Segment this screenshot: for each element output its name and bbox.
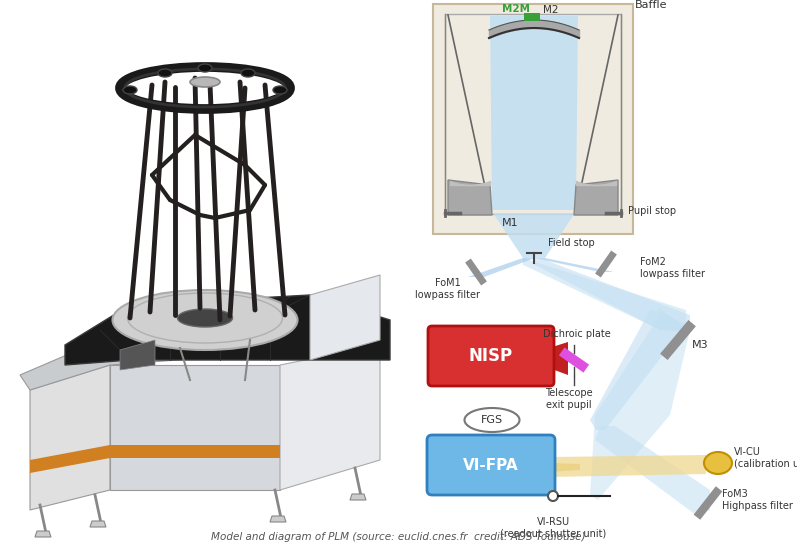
- Text: NISP: NISP: [469, 347, 513, 365]
- Polygon shape: [35, 531, 51, 537]
- Ellipse shape: [241, 69, 255, 77]
- Polygon shape: [120, 340, 155, 370]
- FancyBboxPatch shape: [427, 435, 555, 495]
- Polygon shape: [590, 308, 690, 500]
- Polygon shape: [549, 455, 706, 477]
- Polygon shape: [280, 345, 380, 490]
- Polygon shape: [110, 365, 280, 490]
- Text: VI-FPA: VI-FPA: [463, 457, 519, 473]
- Text: Field stop: Field stop: [548, 238, 595, 248]
- FancyBboxPatch shape: [433, 4, 633, 234]
- Polygon shape: [523, 258, 686, 332]
- Polygon shape: [534, 258, 690, 330]
- Polygon shape: [90, 521, 106, 527]
- Text: FoM1
lowpass filter: FoM1 lowpass filter: [415, 278, 481, 300]
- Polygon shape: [574, 180, 618, 215]
- Polygon shape: [310, 275, 380, 360]
- Ellipse shape: [704, 452, 732, 474]
- Ellipse shape: [112, 290, 297, 350]
- Polygon shape: [590, 310, 686, 430]
- FancyBboxPatch shape: [428, 326, 554, 386]
- Ellipse shape: [198, 64, 212, 72]
- Text: Model and diagram of PLM (source: euclid.cnes.fr  credit: ADS Toulouse): Model and diagram of PLM (source: euclid…: [210, 532, 585, 542]
- Polygon shape: [595, 426, 710, 515]
- Polygon shape: [350, 494, 366, 500]
- Polygon shape: [30, 445, 110, 473]
- Polygon shape: [534, 258, 614, 272]
- Polygon shape: [30, 365, 110, 510]
- Text: M2M: M2M: [502, 4, 530, 14]
- Ellipse shape: [178, 309, 233, 327]
- Text: Pupil stop: Pupil stop: [628, 206, 676, 216]
- Polygon shape: [65, 295, 390, 365]
- Text: Baffle: Baffle: [635, 0, 668, 10]
- Bar: [524, 13, 540, 21]
- Text: M1: M1: [502, 218, 519, 228]
- Text: Dichroic plate: Dichroic plate: [543, 329, 611, 339]
- Polygon shape: [448, 180, 492, 215]
- Polygon shape: [20, 330, 380, 390]
- Text: VI-RSU
(readout shutter unit): VI-RSU (readout shutter unit): [500, 517, 607, 539]
- Text: VI-CU
(calibration unit): VI-CU (calibration unit): [734, 447, 797, 469]
- Circle shape: [548, 491, 558, 501]
- Ellipse shape: [123, 86, 137, 94]
- Text: FoM2
lowpass filter: FoM2 lowpass filter: [640, 257, 705, 279]
- Text: M3: M3: [692, 340, 709, 350]
- Polygon shape: [468, 258, 535, 277]
- Ellipse shape: [465, 408, 520, 432]
- Text: FGS: FGS: [481, 415, 503, 425]
- Ellipse shape: [158, 69, 172, 77]
- Text: FoM3
Highpass filter: FoM3 Highpass filter: [722, 489, 793, 511]
- Polygon shape: [549, 342, 568, 375]
- Ellipse shape: [273, 86, 287, 94]
- Polygon shape: [549, 463, 580, 472]
- Text: Telescope
exit pupil: Telescope exit pupil: [545, 388, 593, 410]
- Polygon shape: [490, 16, 578, 210]
- Text: M2: M2: [543, 5, 559, 15]
- Polygon shape: [110, 445, 280, 458]
- Polygon shape: [493, 213, 575, 258]
- Ellipse shape: [190, 77, 220, 87]
- Polygon shape: [270, 516, 286, 522]
